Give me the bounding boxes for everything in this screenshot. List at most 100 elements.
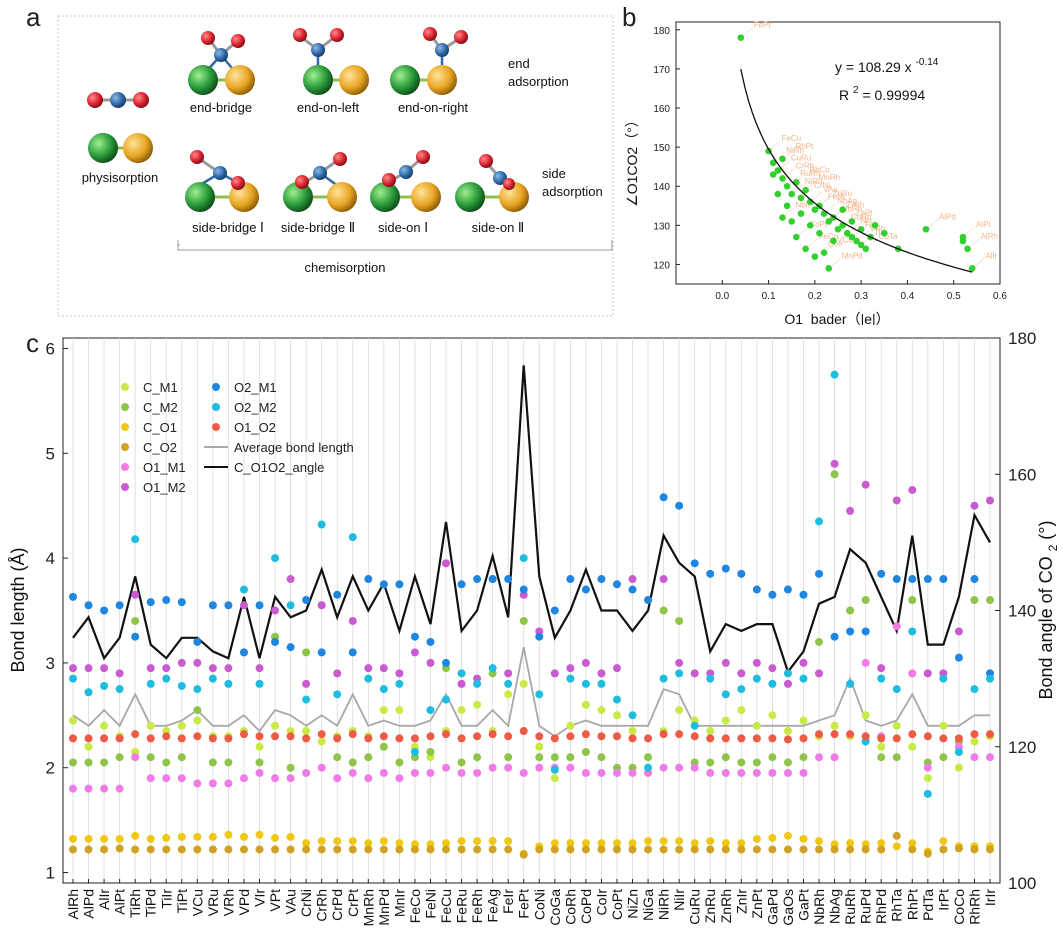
point-o2-m1 (317, 648, 326, 657)
right-y-tick-label: 100 (1008, 874, 1036, 893)
x-category-label: VPt (267, 889, 283, 912)
point-o2-m2 (597, 679, 606, 688)
panel-c-right-axis-label: Bond angle of CO 2 (°) (1036, 520, 1061, 699)
point-o2-m2 (426, 706, 435, 715)
panel-b-y-tick-label: 170 (653, 65, 670, 76)
point-o1-m1 (379, 768, 388, 777)
point-o1-o2 (892, 734, 901, 743)
point-c-o2 (333, 845, 342, 854)
x-category-label: AlPt (112, 889, 128, 915)
point-c-o2 (100, 845, 109, 854)
point-c-m1 (395, 706, 404, 715)
x-category-label: NiZn (625, 889, 641, 919)
point-o1-m1 (488, 763, 497, 772)
point-o1-o2 (566, 732, 575, 741)
x-category-label: CoNi (531, 889, 547, 920)
point-o1-m1 (255, 768, 264, 777)
data-point (811, 253, 819, 260)
point-c-o2 (410, 845, 419, 854)
point-c-o2 (659, 845, 668, 854)
point-o1-m1 (752, 768, 761, 777)
point-o2-m2 (550, 765, 559, 774)
x-category-label: CrPt (345, 889, 361, 917)
point-c-m1 (675, 706, 684, 715)
data-point (834, 225, 842, 233)
point-c-m1 (519, 679, 528, 688)
panel-c-letter: c (26, 328, 39, 358)
left-y-tick-label: 1 (46, 864, 55, 883)
point-o1-m1 (457, 768, 466, 777)
point-o1-o2 (317, 730, 326, 739)
point-o2-m2 (566, 674, 575, 683)
r2-superscript: 2 (853, 85, 859, 96)
point-c-o1 (504, 837, 513, 846)
panel-b-x-tick-label: 0.2 (808, 291, 822, 302)
data-point (783, 182, 791, 190)
x-category-label: NbRh (811, 889, 827, 925)
point-o1-m2 (395, 669, 404, 678)
point-c-o2 (286, 845, 295, 854)
point-o2-m1 (597, 575, 606, 584)
point-o2-m2 (659, 674, 668, 683)
point-o1-m2 (286, 575, 295, 584)
point-o2-m2 (348, 533, 357, 542)
point-o1-o2 (69, 734, 77, 743)
physisorption-label: physisorption (82, 170, 159, 185)
point-c-m1 (939, 721, 948, 730)
point-o2-m2 (737, 685, 746, 694)
data-point (816, 229, 823, 237)
data-point (774, 167, 782, 174)
x-category-label: VPd (236, 889, 252, 915)
point-c-o1 (255, 830, 264, 839)
point-o1-o2 (721, 734, 730, 743)
point-o2-m1 (84, 601, 93, 610)
point-o1-o2 (783, 735, 792, 744)
data-point (779, 175, 786, 182)
point-c-m1 (177, 721, 186, 730)
point-c-o2 (706, 845, 715, 854)
legend-marker (121, 443, 129, 451)
right-y-tick-label: 160 (1008, 465, 1036, 484)
point-o2-m1 (612, 580, 621, 589)
data-point (843, 229, 851, 237)
point-o1-o2 (550, 734, 559, 743)
point-o2-m1 (302, 596, 311, 605)
point-o1-m1 (706, 768, 715, 777)
point-o1-m1 (690, 763, 699, 772)
legend-marker (121, 423, 129, 431)
point-o1-m1 (721, 768, 730, 777)
x-category-label: FeAg (485, 889, 501, 922)
point-label: FeCu (782, 134, 802, 143)
point-c-o2 (721, 845, 730, 854)
right-y-tick-label: 140 (1008, 602, 1036, 621)
point-o2-m2 (706, 674, 715, 683)
legend-marker (121, 403, 129, 411)
point-c-o1 (146, 834, 155, 843)
point-o1-o2 (954, 734, 963, 743)
point-o1-m1 (333, 774, 342, 783)
right-axis-label-text: Bond angle of CO (1036, 556, 1056, 699)
point-o1-o2 (861, 732, 870, 741)
x-category-label: VRu (205, 889, 221, 916)
point-c-o2 (612, 845, 621, 854)
point-o1-m2 (830, 459, 839, 468)
point-label: AlIr (985, 251, 997, 260)
point-label: NbAg (837, 197, 857, 206)
panel-b-plot-frame (675, 21, 1001, 285)
point-o1-o2 (986, 730, 994, 739)
point-c-o2 (193, 845, 202, 854)
x-category-label: FeNi (422, 889, 438, 919)
x-category-label: CrNi (298, 889, 314, 917)
right-axis-label-unit: (°) (1036, 520, 1056, 539)
point-o1-m2 (566, 664, 575, 673)
point-o1-m2 (690, 669, 699, 678)
point-label: NbRh (842, 204, 862, 213)
x-category-label: AlIr (96, 889, 112, 910)
point-o2-m1 (193, 637, 202, 646)
data-point (848, 233, 856, 241)
point-c-m1 (84, 742, 93, 751)
point-o1-m2 (628, 575, 637, 584)
point-c-m2 (100, 758, 109, 767)
point-c-m2 (162, 758, 171, 767)
point-c-o2 (644, 845, 653, 854)
